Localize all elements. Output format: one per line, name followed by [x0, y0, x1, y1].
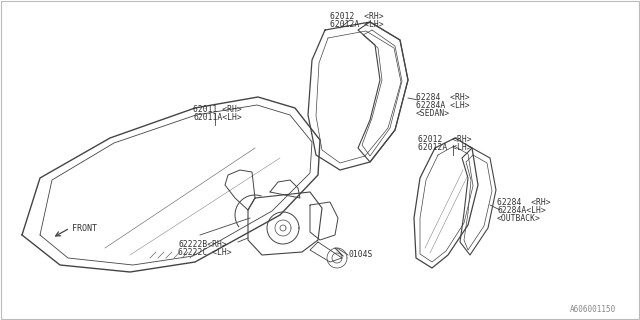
Text: 62011A<LH>: 62011A<LH>: [193, 113, 242, 122]
Text: <OUTBACK>: <OUTBACK>: [497, 214, 541, 223]
Text: 62012A <LH>: 62012A <LH>: [330, 20, 383, 29]
Text: 62222B<RH>: 62222B<RH>: [178, 240, 227, 249]
Text: 62012  <RH>: 62012 <RH>: [418, 135, 472, 144]
Text: 62284A<LH>: 62284A<LH>: [497, 206, 546, 215]
Text: 62222C <LH>: 62222C <LH>: [178, 248, 232, 257]
Text: 62012A <LH>: 62012A <LH>: [418, 143, 472, 152]
Text: A606001150: A606001150: [570, 305, 616, 314]
Text: 62284A <LH>: 62284A <LH>: [416, 101, 470, 110]
Text: FRONT: FRONT: [72, 224, 97, 233]
Text: <SEDAN>: <SEDAN>: [416, 109, 450, 118]
Text: 62012  <RH>: 62012 <RH>: [330, 12, 383, 21]
Text: 62284  <RH>: 62284 <RH>: [416, 93, 470, 102]
Text: 62011 <RH>: 62011 <RH>: [193, 105, 242, 114]
Text: 0104S: 0104S: [348, 250, 372, 259]
Text: 62284  <RH>: 62284 <RH>: [497, 198, 550, 207]
